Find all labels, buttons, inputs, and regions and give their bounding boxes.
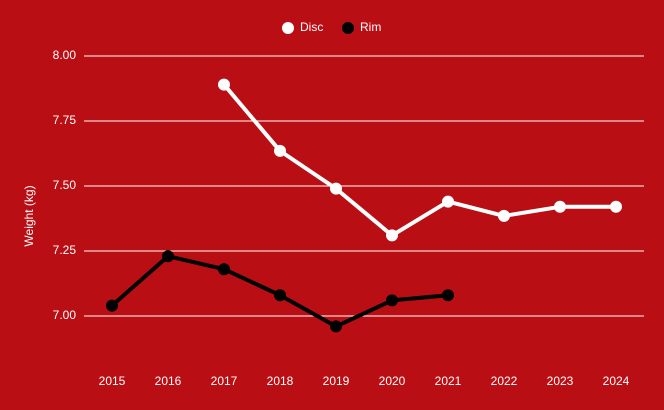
point [162,250,174,263]
point [442,195,454,208]
point [218,263,230,276]
y-tick-label: 7.00 [53,308,77,322]
point [274,289,286,302]
y-axis-title: Weight (kg) [22,185,36,246]
point [498,209,510,222]
x-tick-label: 2016 [155,374,182,388]
point [330,320,342,333]
point [274,144,286,157]
x-tick-label: 2019 [323,374,350,388]
line [222,83,616,238]
y-tick-label: 7.50 [53,178,77,192]
y-tick-label: 7.75 [53,113,77,127]
x-tick-label: 2017 [211,374,238,388]
x-tick-label: 2021 [435,374,462,388]
legend-label: Disc [300,20,323,34]
point [106,299,118,312]
point [610,200,622,213]
point [386,229,398,242]
x-tick-label: 2023 [547,374,574,388]
legend-label: Rim [360,20,381,34]
point [330,182,342,195]
x-tick-label: 2015 [99,374,126,388]
x-tick-label: 2022 [491,374,518,388]
legend-marker [342,22,354,34]
point [386,294,398,307]
x-tick-label: 2020 [379,374,406,388]
x-tick-label: 2018 [267,374,294,388]
legend-marker [282,22,294,34]
point [218,78,230,91]
y-tick-label: 7.25 [53,243,77,257]
point [442,289,454,302]
x-tick-label: 2024 [603,374,630,388]
point [554,200,566,213]
y-tick-label: 8.00 [53,48,77,62]
